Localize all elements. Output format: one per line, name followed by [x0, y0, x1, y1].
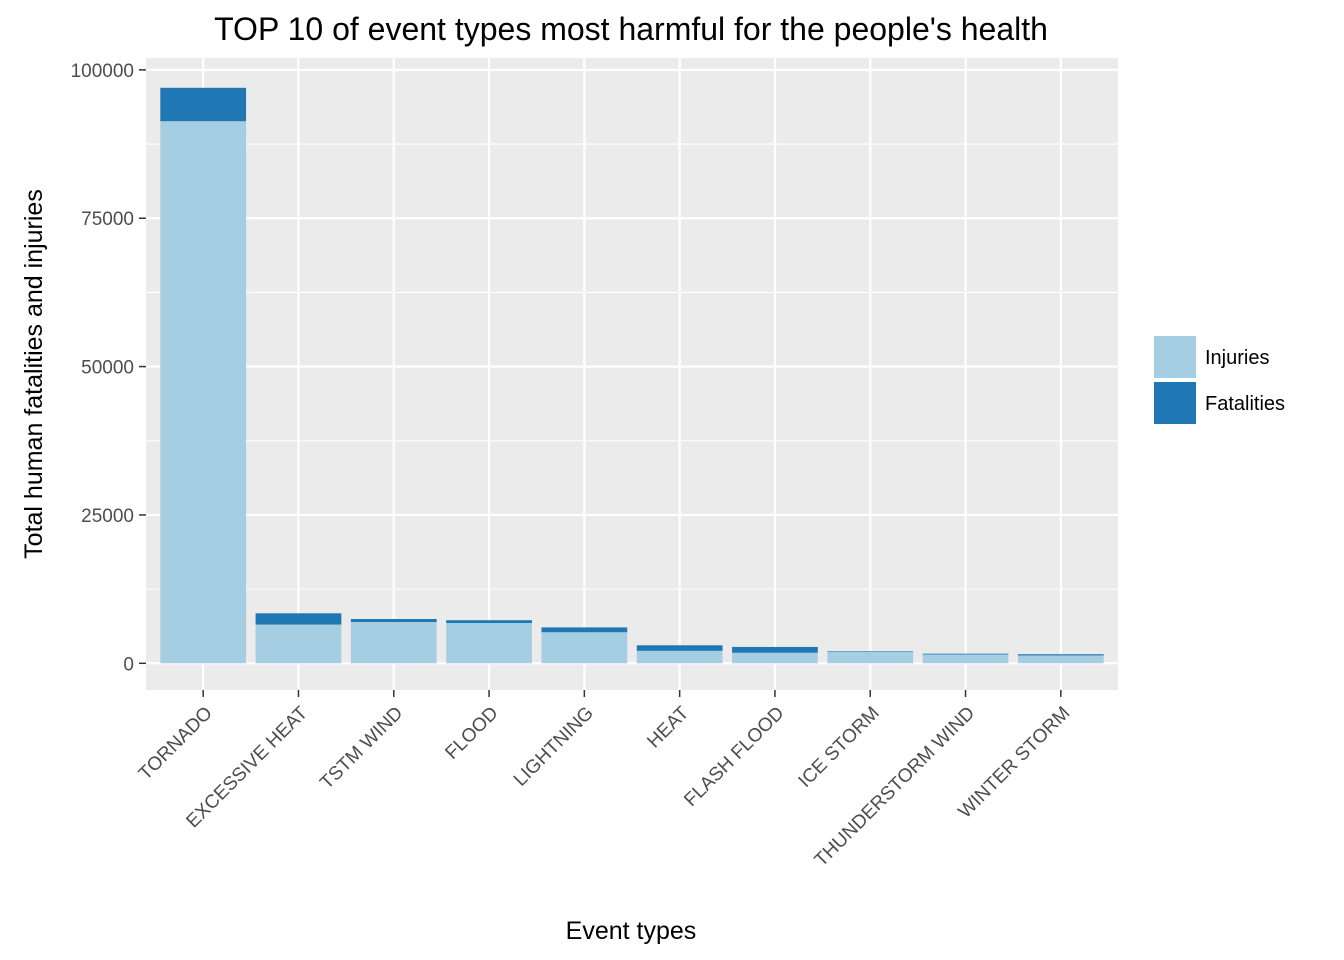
- bar-fatalities-tornado: [160, 87, 247, 122]
- legend-swatch-injuries: [1154, 336, 1196, 378]
- y-tick-label: 75000: [81, 209, 134, 230]
- legend-swatch-fatalities: [1154, 382, 1196, 424]
- x-tick-label: HEAT: [643, 702, 693, 752]
- y-tick-label: 0: [123, 654, 134, 675]
- bar-fatalities-lightning: [541, 627, 628, 633]
- x-tick-label: FLOOD: [441, 703, 502, 764]
- grid-minor: [146, 143, 1118, 590]
- x-tick-label: ICE STORM: [795, 703, 884, 792]
- x-tick-label: TSTM WIND: [316, 703, 407, 794]
- bar-fatalities-thunderstorm-wind: [922, 653, 1009, 655]
- x-tick-label: THUNDERSTORM WIND: [811, 703, 979, 871]
- grid-major: [146, 58, 1118, 690]
- bar-fatalities-tstm-wind: [350, 619, 437, 623]
- y-tick-label: 25000: [81, 506, 134, 527]
- y-axis-title: Total human fatalities and injuries: [20, 189, 48, 559]
- bar-fatalities-flash-flood: [732, 646, 818, 653]
- x-axis-title: Event types: [566, 917, 697, 945]
- bar-injuries-excessive-heat: [255, 624, 342, 664]
- bars: [160, 87, 1104, 664]
- bar-injuries-winter-storm: [1017, 655, 1104, 664]
- legend-label-fatalities: Fatalities: [1205, 393, 1285, 415]
- bar-fatalities-winter-storm: [1017, 654, 1104, 656]
- chart-title: TOP 10 of event types most harmful for t…: [214, 11, 1048, 47]
- legend: Injuries Fatalities: [1154, 336, 1285, 424]
- y-axis: 0 25000 50000 75000 100000: [71, 61, 146, 675]
- bar-fatalities-flood: [446, 620, 532, 624]
- bar-fatalities-heat: [636, 645, 723, 651]
- bar-fatalities-ice-storm: [827, 651, 914, 652]
- legend-label-injuries: Injuries: [1205, 347, 1269, 369]
- bar-fatalities-excessive-heat: [255, 613, 342, 625]
- bar-injuries-lightning: [541, 632, 628, 664]
- bar-injuries-tornado: [160, 121, 247, 664]
- y-tick-label: 50000: [81, 358, 134, 379]
- bar-injuries-thunderstorm-wind: [922, 654, 1009, 664]
- bar-injuries-tstm-wind: [350, 622, 437, 664]
- x-tick-label: LIGHTNING: [510, 703, 598, 791]
- bar-injuries-flash-flood: [732, 652, 818, 664]
- x-tick-label: TORNADO: [135, 703, 217, 785]
- plot-panel: [146, 58, 1118, 690]
- bar-injuries-ice-storm: [827, 651, 914, 664]
- bar-injuries-flood: [446, 623, 532, 664]
- bar-injuries-heat: [636, 650, 723, 664]
- y-tick-label: 100000: [71, 61, 134, 82]
- x-tick-label: FLASH FLOOD: [680, 703, 788, 811]
